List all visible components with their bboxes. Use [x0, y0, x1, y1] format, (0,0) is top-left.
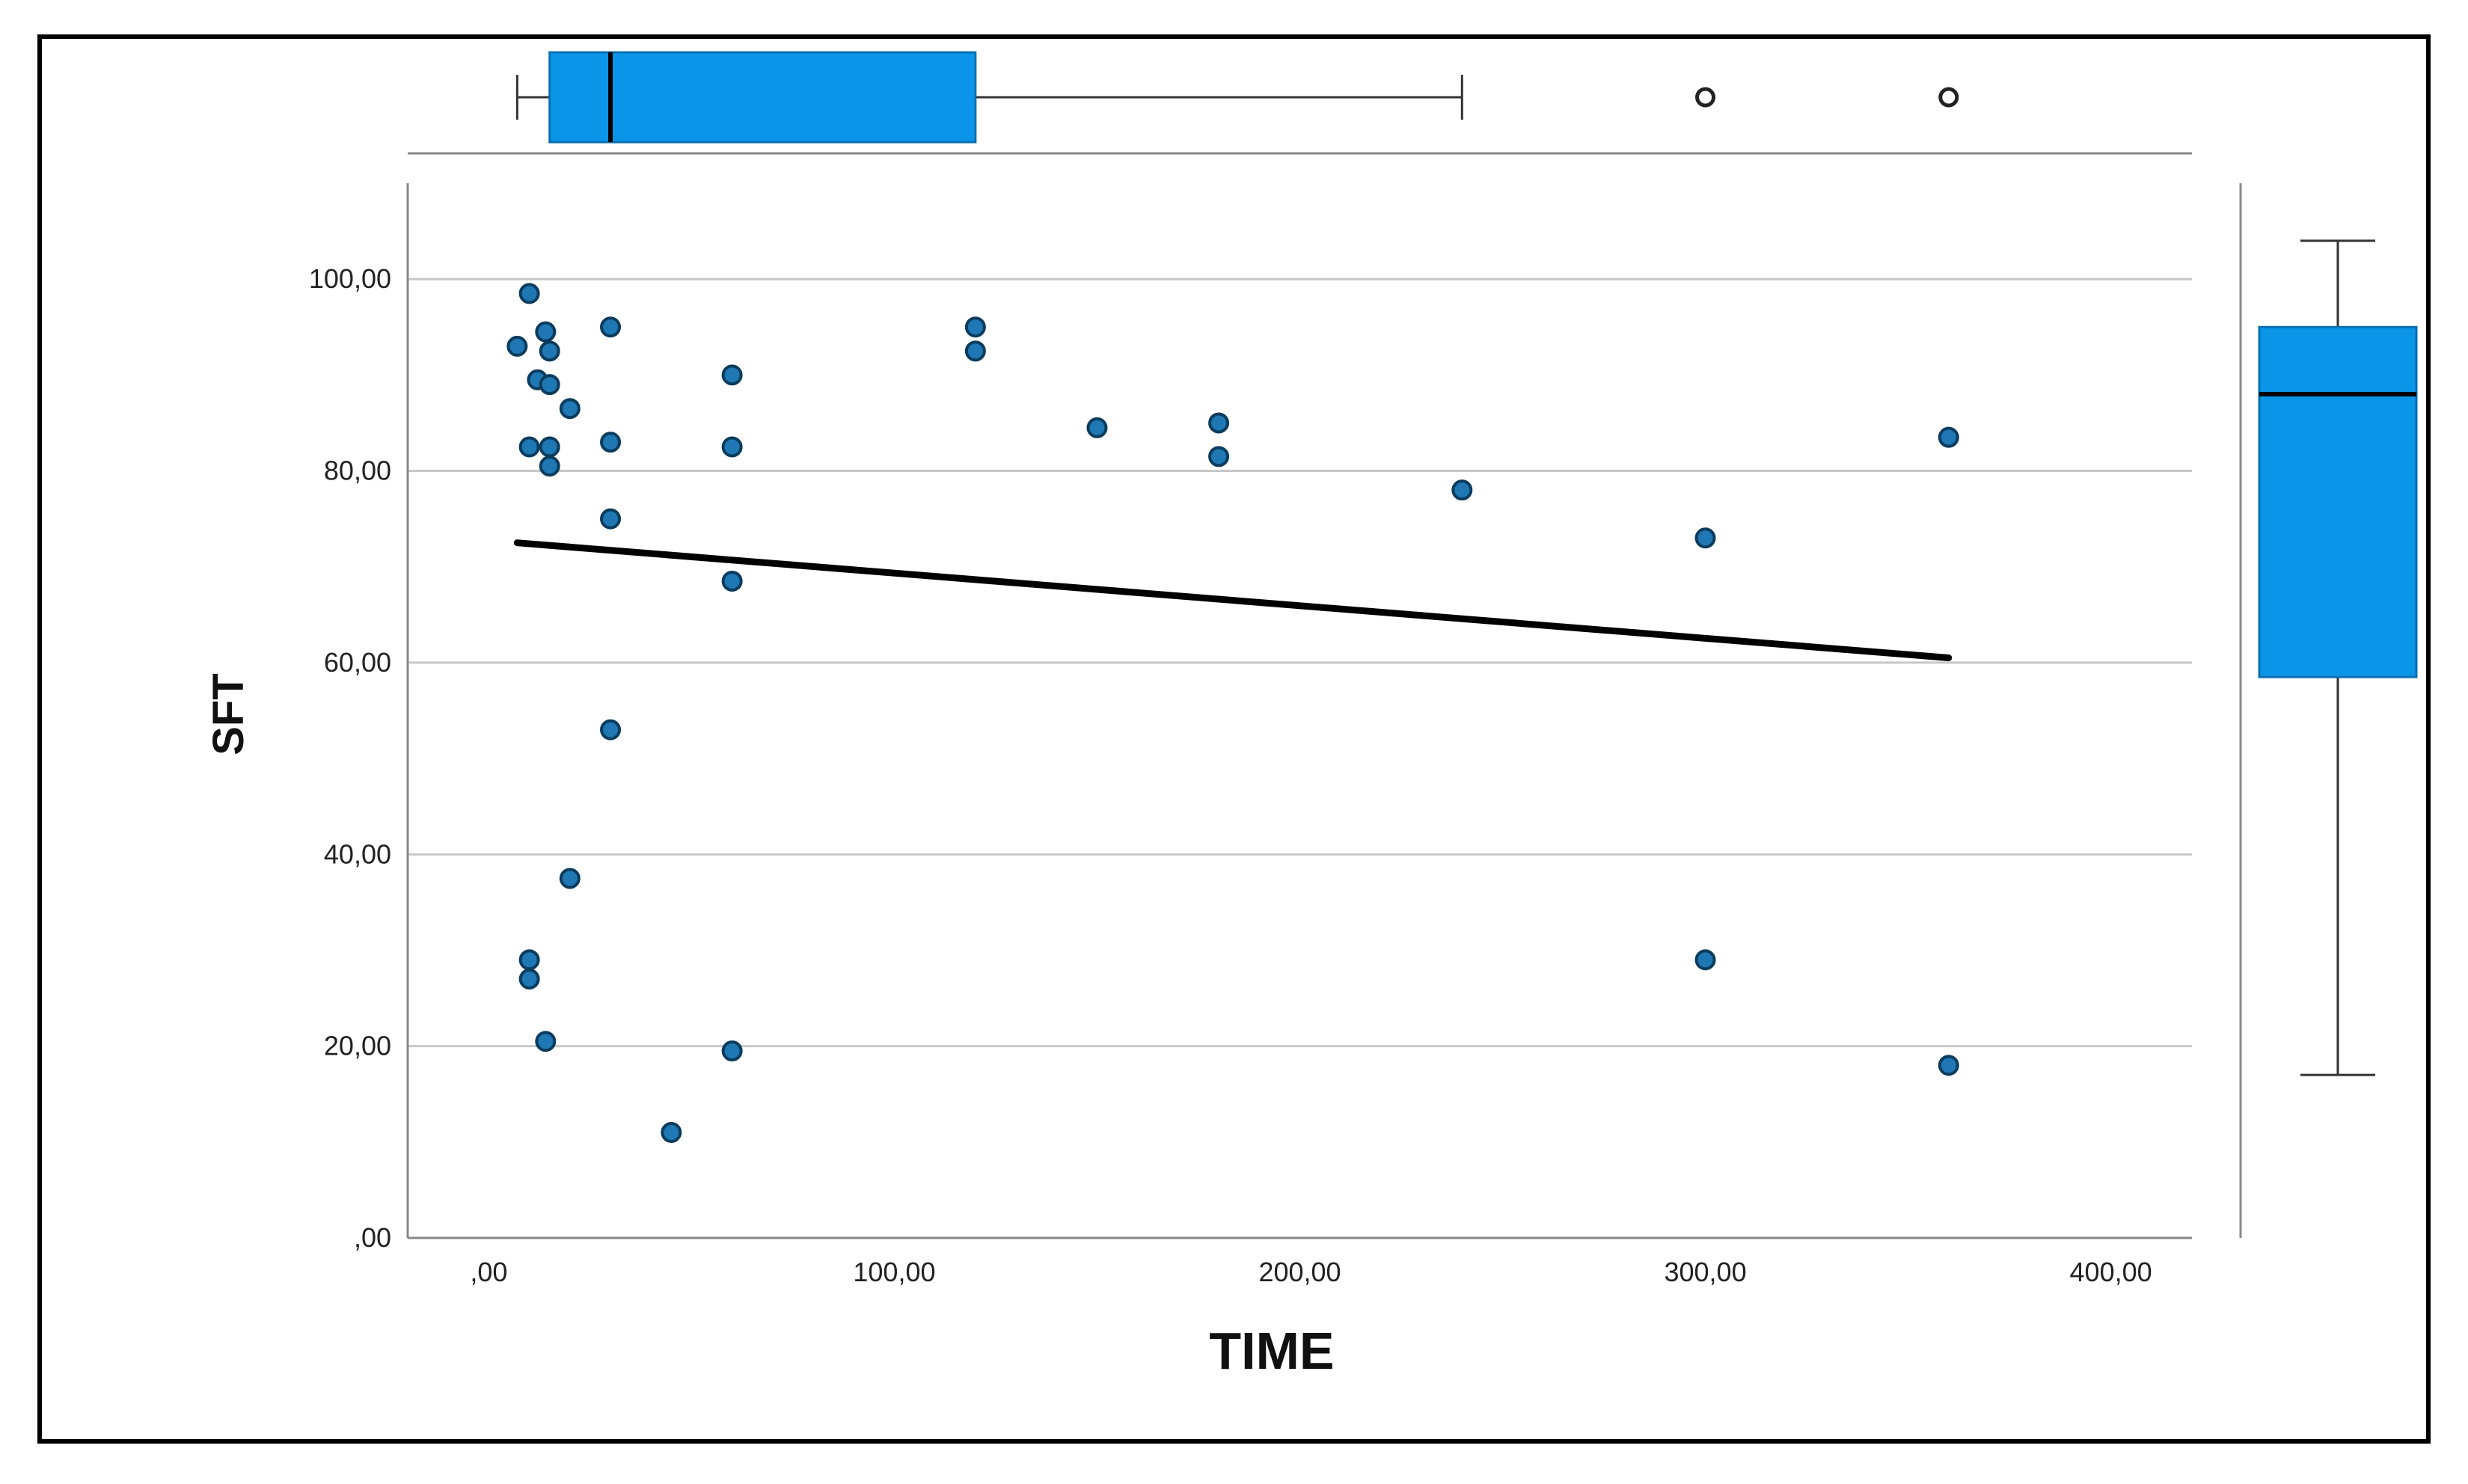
figure-frame — [37, 34, 2431, 1444]
tick-labels: ,00 20,00 40,00 60,00 80,00 100,00 ,00 100,00 20… — [309, 263, 2152, 1287]
data-points — [506, 283, 1959, 1143]
data-point — [518, 949, 540, 971]
y-tick-label: 60,00 — [324, 647, 391, 678]
x-boxplot-outlier — [1938, 87, 1959, 108]
data-point — [721, 570, 743, 592]
regression-line — [513, 539, 1953, 661]
data-point — [721, 364, 743, 386]
data-point — [559, 868, 581, 889]
y-tick-label: ,00 — [354, 1222, 391, 1253]
fit-line-layer — [513, 539, 1953, 661]
data-point — [1086, 417, 1108, 438]
x-boxplot-outlier — [1695, 87, 1716, 108]
x-tick-label: 300,00 — [1664, 1257, 1746, 1287]
data-point — [964, 316, 986, 338]
x-tick-label: 100,00 — [853, 1257, 935, 1287]
y-tick-label: 80,00 — [324, 456, 391, 486]
x-tick-label: 200,00 — [1258, 1257, 1341, 1287]
data-point — [559, 398, 581, 420]
data-point — [721, 1040, 743, 1062]
x-marginal-boxplot — [408, 51, 2192, 155]
data-point — [600, 719, 622, 741]
data-point — [600, 508, 622, 530]
data-point — [600, 432, 622, 453]
data-point — [661, 1122, 682, 1143]
data-point — [721, 436, 743, 458]
data-point — [518, 283, 540, 304]
y-tick-label: 20,00 — [324, 1031, 391, 1061]
data-point — [1938, 426, 1959, 448]
data-point — [964, 340, 986, 362]
axes — [406, 183, 2192, 1239]
data-point — [539, 374, 560, 396]
y-tick-label: 40,00 — [324, 838, 391, 869]
y-tick-label: 100,00 — [309, 263, 391, 294]
data-point — [1938, 1055, 1959, 1076]
x-boxplot-box — [548, 51, 977, 144]
data-point — [535, 321, 557, 343]
data-point — [518, 968, 540, 990]
data-point — [1208, 412, 1230, 434]
x-axis-title: TIME — [1209, 1322, 1334, 1380]
x-tick-label: 400,00 — [2070, 1257, 2152, 1287]
data-point — [1694, 527, 1716, 549]
data-point — [600, 316, 622, 338]
y-axis-title: SFT — [204, 673, 253, 755]
data-point — [539, 340, 560, 362]
data-point — [1694, 949, 1716, 971]
data-point — [1451, 479, 1473, 501]
data-point — [506, 335, 528, 357]
data-point — [1208, 446, 1230, 467]
data-point — [535, 1031, 557, 1052]
y-boxplot-box — [2258, 325, 2418, 678]
gridlines — [408, 278, 2192, 1048]
x-tick-label: ,00 — [470, 1257, 507, 1287]
data-point — [539, 436, 560, 458]
data-point — [539, 456, 560, 477]
data-point — [518, 436, 540, 458]
y-marginal-boxplot — [2239, 183, 2418, 1238]
